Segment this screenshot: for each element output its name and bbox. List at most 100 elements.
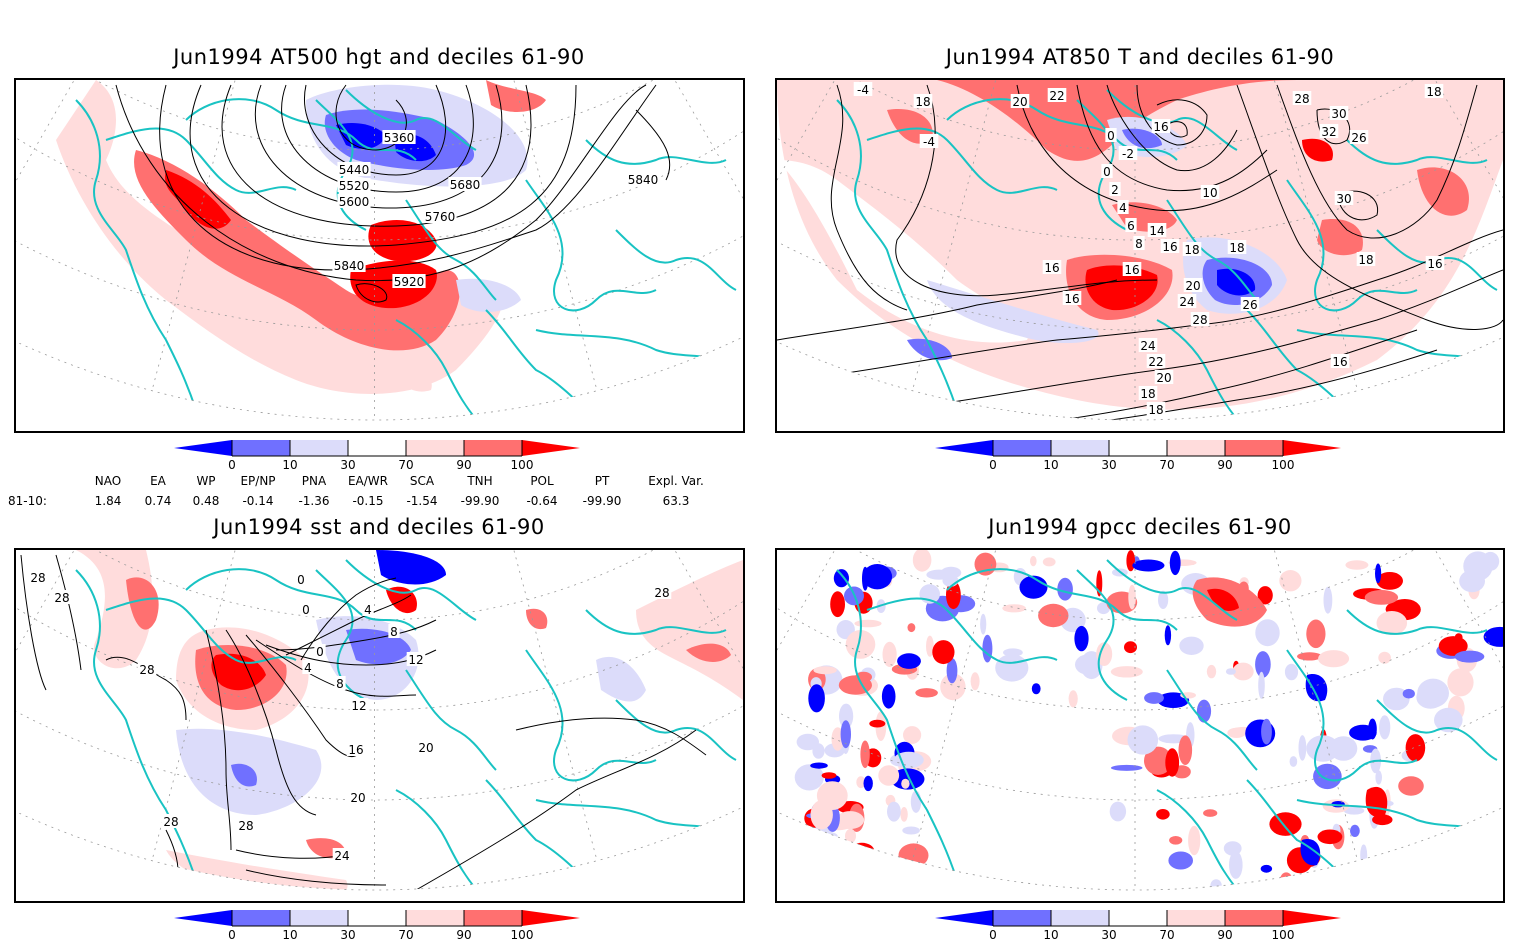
colorbar-svg: 0 10 30 70 90 100 [174, 910, 580, 942]
contour-label-text: 24 [334, 849, 349, 863]
colorbar-at850: 0 10 30 70 90 100 [933, 438, 1353, 472]
contour-label-bg [1154, 370, 1174, 384]
contour-label-text: 5600 [339, 195, 370, 209]
contour-label-bg [1147, 223, 1167, 237]
decile-patch [1255, 651, 1271, 678]
decile-region [1207, 588, 1239, 611]
decile-patch [860, 740, 870, 769]
decile-patch [1003, 648, 1023, 657]
colorbar-bin [1109, 440, 1167, 456]
contour-line [189, 84, 577, 247]
decile-patch [1279, 872, 1293, 890]
decile-patch [1019, 575, 1048, 599]
contour-label: 30 [1334, 191, 1354, 206]
index-value-row: 81-10: 1.84 0.74 0.48 -0.14 -1.36 -0.15 -1.54 -… [8, 494, 728, 514]
index-header: EP/NP [240, 474, 276, 488]
colorbar-tick-label: 0 [989, 458, 997, 472]
coastline [535, 799, 737, 841]
contour-label-text: 16 [1064, 292, 1079, 306]
decile-region [1302, 138, 1333, 162]
contour-label: 20 [416, 740, 436, 755]
index-value: 0.48 [192, 494, 220, 508]
contour-label-bg [1062, 291, 1082, 305]
contour-label-text: 28 [1294, 92, 1309, 106]
colorbar-tick-label: 10 [1043, 458, 1058, 472]
coastline [1106, 559, 1238, 621]
contour-label: 12 [406, 652, 426, 667]
contour-label: 26 [1240, 297, 1260, 312]
contour-label-text: 10 [1202, 186, 1217, 200]
decile-region [1305, 674, 1328, 702]
decile-patch [821, 772, 837, 779]
decile-patch [926, 569, 952, 580]
coastline [1346, 609, 1488, 635]
contour-label: 2 [1109, 182, 1121, 197]
contour-label-text: 5920 [394, 275, 425, 289]
decile-patch [1258, 671, 1265, 699]
decile-patch [839, 703, 854, 729]
colorbar-tick-label: 90 [456, 928, 471, 942]
decile-patch [1096, 642, 1113, 666]
contour-label-text: 16 [1044, 261, 1059, 275]
decile-patch [1417, 678, 1449, 708]
decile-patch [878, 765, 900, 786]
coastline [345, 89, 477, 151]
decile-patch [1110, 764, 1143, 771]
contour-label: 8 [388, 624, 400, 639]
coastline [615, 229, 737, 291]
coastline [1156, 789, 1248, 890]
contour-label: 28 [52, 590, 72, 605]
contour-label: 20 [1010, 94, 1030, 109]
colorbar-tick-label: 0 [228, 928, 236, 942]
decile-patch [808, 684, 825, 713]
contour-label-bg [1122, 262, 1142, 276]
contour-label-bg [1042, 260, 1062, 274]
contour-line [221, 84, 532, 227]
decile-patch [1196, 699, 1212, 723]
contour-line [281, 84, 474, 193]
contour-label-bg [337, 178, 371, 192]
contour-label-text: 8 [1135, 237, 1143, 251]
decile-patch [1127, 725, 1159, 755]
colorbar-tick-label: 70 [1159, 458, 1174, 472]
contour-label-text: 26 [1242, 298, 1257, 312]
index-header: NAO [94, 474, 122, 488]
contour-label-text: 24 [1140, 339, 1155, 353]
colorbar-bin [348, 440, 406, 456]
contour-label: 4 [362, 602, 374, 617]
decile-patch [1269, 812, 1302, 836]
contour-line [1036, 349, 1438, 420]
decile-patch [1203, 809, 1218, 817]
contour-label-text: 5760 [425, 210, 456, 224]
decile-patch [946, 658, 958, 684]
decile-patch [833, 569, 849, 588]
contour-line [304, 84, 447, 176]
colorbar-bin [1167, 440, 1225, 456]
contour-label-bg [919, 134, 939, 148]
colorbar-bin [406, 910, 464, 926]
contour-label-text: 30 [1331, 107, 1346, 121]
decile-patch [813, 666, 837, 675]
coastline [525, 179, 657, 312]
decile-patch [1398, 776, 1424, 796]
contour-label-text: 20 [1012, 95, 1027, 109]
contour-label: 32 [1319, 124, 1339, 139]
contour-label-text: 16 [1162, 240, 1177, 254]
index-value: -1.54 [406, 494, 438, 508]
contour-line [830, 84, 908, 311]
contour-label-bg [161, 814, 181, 828]
map-at850: -4 -4 0 -2 0 2 4 6 8 10 14 16 18 20 22 18 16 16 16 16 18 20 24… [775, 78, 1505, 433]
contour-label-bg [1160, 239, 1180, 253]
contour-line [515, 717, 707, 756]
decile-patch [1434, 707, 1463, 733]
decile-region [456, 278, 521, 312]
contour-label: 26 [1349, 130, 1369, 145]
colorbar-bin [290, 440, 348, 456]
contour-label-bg [1240, 297, 1260, 311]
contour-line [245, 869, 387, 886]
coastline [75, 99, 197, 411]
decile-patch [854, 619, 882, 628]
contour-label: -4 [919, 134, 939, 149]
